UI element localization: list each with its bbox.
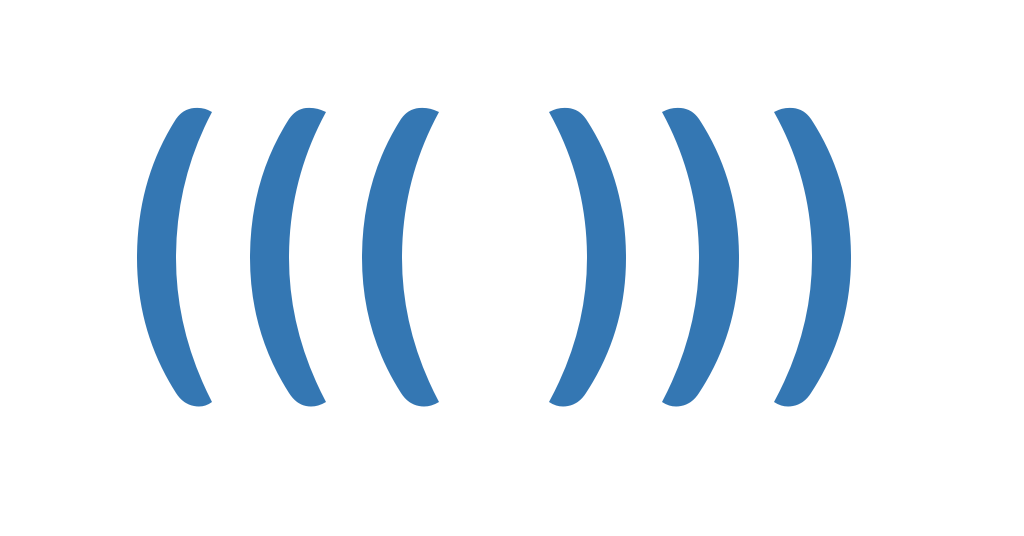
- left-arc-middle: [250, 107, 326, 407]
- left-arc-outer: [137, 107, 212, 407]
- right-arc-group: [549, 107, 851, 407]
- right-arc-inner: [549, 107, 626, 407]
- left-arc-inner: [362, 107, 439, 407]
- right-arc-middle: [662, 107, 739, 407]
- left-arc-group: [137, 107, 439, 407]
- right-arc-outer: [774, 107, 851, 407]
